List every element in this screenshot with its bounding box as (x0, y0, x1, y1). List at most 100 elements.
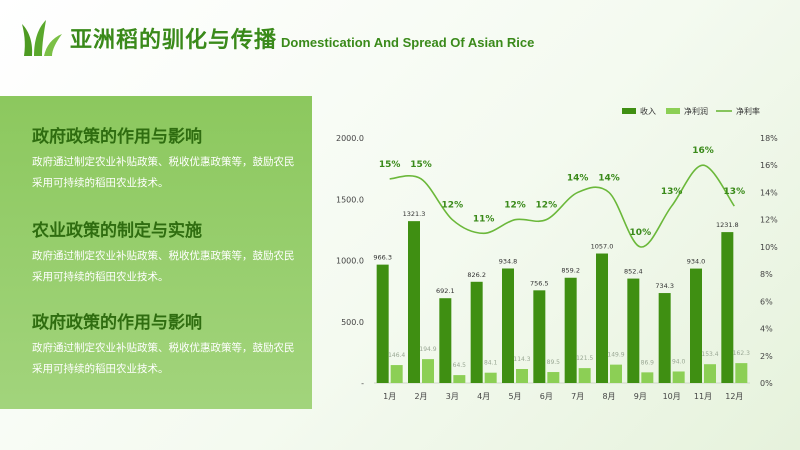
x-tick-label: 5月 (508, 392, 521, 401)
bar-income-label: 1057.0 (591, 243, 614, 251)
bar-income-label: 1321.3 (403, 210, 426, 218)
x-tick-label: 1月 (383, 392, 396, 401)
bar-net-profit-label: 114.3 (513, 356, 530, 363)
right-tick-label: 14% (760, 188, 778, 197)
bar-net-profit (390, 365, 403, 383)
bar-income-label: 934.0 (687, 258, 706, 266)
legend-net-profit-swatch (666, 108, 680, 114)
x-tick-label: 10月 (663, 392, 681, 401)
x-tick-label: 7月 (571, 392, 584, 401)
bar-net-profit-label: 64.5 (453, 362, 467, 369)
section-3: 政府政策的作用与影响 政府通过制定农业补贴政策、税收优惠政策等，鼓励农民采用可持… (32, 312, 302, 380)
net-margin-label: 12% (442, 201, 464, 211)
legend-income-label: 收入 (640, 106, 656, 116)
bar-net-profit (578, 368, 591, 383)
left-tick-label: - (361, 379, 364, 388)
right-tick-label: 0% (760, 379, 773, 388)
bar-net-profit-label: 149.9 (607, 352, 624, 359)
right-tick-label: 18% (760, 134, 778, 143)
bar-income (533, 290, 546, 383)
left-tick-label: 1500.0 (336, 195, 364, 204)
bar-net-profit (735, 363, 748, 383)
bar-income (439, 298, 452, 383)
bar-net-profit-label: 94.0 (672, 358, 686, 365)
x-tick-label: 4月 (477, 392, 490, 401)
bar-net-profit (547, 372, 560, 383)
section-body: 政府通过制定农业补贴政策、税收优惠政策等，鼓励农民采用可持续的稻田农业技术。 (32, 156, 295, 189)
bar-net-profit-label: 86.9 (641, 359, 655, 366)
x-tick-label: 2月 (414, 392, 427, 401)
bar-income (376, 264, 389, 383)
bar-net-profit (484, 372, 497, 383)
bar-income-label: 966.3 (373, 254, 392, 262)
info-panel (0, 96, 312, 409)
legend-net-margin-label: 净利率 (736, 106, 760, 116)
net-margin-label: 14% (598, 173, 620, 183)
right-tick-label: 10% (760, 243, 778, 252)
net-margin-label: 13% (661, 187, 683, 197)
bar-net-profit (516, 368, 528, 383)
bar-net-profit-label: 146.4 (388, 352, 405, 359)
bar-income-label: 756.5 (530, 279, 549, 287)
x-tick-label: 3月 (446, 392, 459, 401)
bar-net-profit-label: 162.3 (733, 350, 750, 357)
net-margin-label: 10% (630, 228, 652, 238)
bar-net-profit (610, 364, 622, 383)
right-tick-label: 6% (760, 297, 773, 306)
x-tick-label: 8月 (602, 392, 615, 401)
bar-income-label: 852.4 (624, 268, 643, 276)
net-margin-label: 12% (504, 201, 526, 211)
bar-net-profit (672, 371, 685, 383)
rice-leaves-icon (22, 20, 62, 56)
net-margin-label: 15% (379, 160, 401, 170)
left-tick-label: 1000.0 (336, 257, 364, 266)
bar-income (470, 281, 483, 383)
header: 亚洲稻的驯化与传播 Domestication And Spread Of As… (20, 18, 534, 58)
bar-net-profit (704, 364, 716, 383)
section-1: 政府政策的作用与影响 政府通过制定农业补贴政策、税收优惠政策等，鼓励农民采用可持… (32, 126, 302, 194)
bar-income-label: 934.8 (499, 257, 518, 265)
bar-income-label: 692.1 (436, 287, 455, 295)
net-margin-label: 16% (692, 146, 714, 156)
right-tick-label: 4% (760, 325, 773, 334)
net-margin-label: 11% (473, 214, 495, 224)
right-tick-label: 8% (760, 270, 773, 279)
right-tick-label: 2% (760, 352, 773, 361)
right-tick-label: 16% (760, 161, 778, 170)
bar-net-profit (453, 375, 466, 383)
bar-income (502, 268, 514, 383)
bar-income-label: 1231.8 (716, 221, 739, 229)
net-margin-label: 12% (536, 201, 558, 211)
bar-net-profit-label: 194.9 (419, 346, 436, 353)
left-tick-label: 500.0 (341, 318, 364, 327)
bar-net-profit-label: 89.5 (547, 359, 561, 366)
bar-income (721, 232, 734, 383)
bar-income-label: 826.2 (467, 271, 486, 279)
x-tick-label: 6月 (540, 392, 553, 401)
section-2: 农业政策的制定与实施 政府通过制定农业补贴政策、税收优惠政策等，鼓励农民采用可持… (32, 220, 302, 288)
bar-net-profit (422, 359, 434, 383)
page-title: 亚洲稻的驯化与传播 (70, 28, 278, 53)
section-title: 政府政策的作用与影响 (32, 313, 202, 333)
left-tick-label: 2000.0 (336, 134, 364, 143)
net-margin-label: 15% (410, 160, 432, 170)
net-margin-line (389, 164, 735, 248)
bar-income (408, 221, 420, 383)
bar-income (627, 278, 640, 383)
bar-income (596, 253, 608, 383)
combo-chart: - 500.0 1000.0 1500.0 2000.0 0% 2% 4% 6% 8% 10% 12%… (336, 106, 778, 401)
legend-net-profit-label: 净利润 (684, 106, 708, 116)
bar-net-profit-label: 84.1 (484, 360, 498, 367)
right-tick-label: 12% (760, 216, 778, 225)
x-tick-label: 12月 (725, 392, 743, 401)
page-subtitle: Domestication And Spread Of Asian Rice (281, 34, 535, 50)
bar-net-profit (641, 372, 654, 383)
net-margin-label: 14% (567, 173, 589, 183)
bar-income (690, 268, 702, 383)
bar-net-profit-label: 121.5 (576, 355, 593, 362)
section-title: 政府政策的作用与影响 (32, 127, 202, 147)
bar-income (658, 293, 671, 383)
section-body: 政府通过制定农业补贴政策、税收优惠政策等，鼓励农民采用可持续的稻田农业技术。 (32, 342, 295, 375)
bar-net-profit-label: 153.4 (701, 351, 718, 358)
bar-income-label: 859.2 (561, 267, 580, 275)
